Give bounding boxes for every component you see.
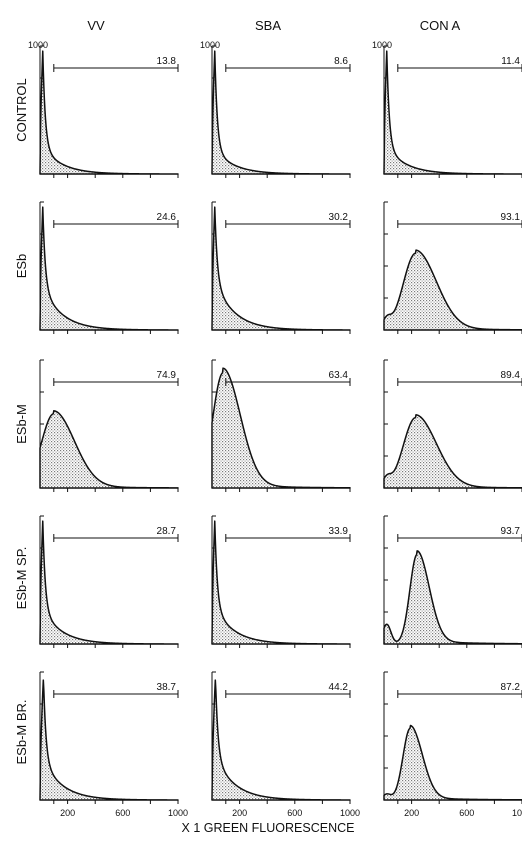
x-tick-label: 1000 [512, 808, 522, 818]
histogram-panel: 74.9 [39, 359, 179, 492]
histogram-panel: 93.7 [383, 515, 522, 648]
histogram-panel: 63.4 [211, 359, 351, 492]
histogram-curve [211, 50, 351, 175]
row-label-esb: ESb [14, 254, 29, 279]
x-tick-label: 1000 [168, 808, 188, 818]
histogram-curve [211, 206, 351, 331]
gate-percentage-label: 63.4 [329, 370, 349, 381]
gate-percentage-label: 24.6 [157, 212, 177, 223]
histogram-panel: 33.9 [211, 515, 351, 648]
histogram-curve [211, 367, 351, 489]
histogram-panel: 8.6 1000 [200, 40, 351, 178]
y-max-label: 1000 [200, 40, 220, 50]
x-tick-label: 1000 [340, 808, 360, 818]
histogram-curve [383, 249, 522, 331]
histogram-panel: 30.2 [211, 201, 351, 334]
x-tick-label: 200 [404, 808, 419, 818]
gate-percentage-label: 30.2 [329, 212, 349, 223]
histogram-panel: 28.7 [39, 515, 179, 648]
y-max-label: 1000 [28, 40, 48, 50]
gate-percentage-label: 44.2 [329, 682, 349, 693]
histogram-panel: 13.8 1000 [28, 40, 179, 178]
gate-percentage-label: 87.2 [501, 682, 521, 693]
histogram-curve [39, 206, 179, 331]
gate-percentage-label: 11.4 [501, 56, 520, 67]
gate-percentage-label: 33.9 [329, 526, 349, 537]
gate-percentage-label: 28.7 [157, 526, 177, 537]
gate-percentage-label: 8.6 [334, 56, 348, 67]
gate-percentage-label: 13.8 [157, 56, 177, 67]
row-label-esb-m-sp: ESb-M SP. [14, 547, 29, 610]
column-title-sba: SBA [255, 18, 281, 33]
panels-group: 13.8 1000 8.6 1000 11.4 1000 24.6 30.2 93.1 74.9 6… [28, 40, 522, 818]
x-tick-label: 600 [287, 808, 302, 818]
row-label-esb-m-br: ESb-M BR. [14, 699, 29, 764]
histogram-panel: 38.7 200 600 1000 [39, 671, 188, 818]
histogram-curve [211, 520, 351, 645]
column-title-cona: CON A [420, 18, 461, 33]
histogram-panel: 89.4 [383, 359, 522, 492]
x-tick-label: 600 [459, 808, 474, 818]
y-max-label: 1000 [372, 40, 392, 50]
histogram-panel: 11.4 1000 [372, 40, 522, 178]
histogram-panel: 87.2 200 600 1000 [383, 671, 522, 818]
gate-percentage-label: 93.1 [501, 212, 521, 223]
histogram-panel: 93.1 [383, 201, 522, 334]
row-label-esb-m: ESb-M [14, 404, 29, 444]
row-label-control: CONTROL [14, 78, 29, 142]
gate-percentage-label: 89.4 [501, 370, 521, 381]
x-tick-label: 200 [60, 808, 75, 818]
x-axis-title: X 1 GREEN FLUORESCENCE [182, 821, 355, 835]
column-title-vv: VV [87, 18, 105, 33]
histogram-curve [383, 550, 522, 645]
histogram-panel: 24.6 [39, 201, 179, 334]
gate-percentage-label: 74.9 [157, 370, 177, 381]
x-tick-label: 200 [232, 808, 247, 818]
x-tick-label: 600 [115, 808, 130, 818]
histogram-curve [39, 50, 179, 175]
histogram-curve [383, 414, 522, 489]
histogram-curve [39, 410, 179, 489]
histogram-curve [39, 520, 179, 645]
histogram-curve [39, 679, 179, 801]
histogram-curve [211, 679, 351, 801]
gate-percentage-label: 93.7 [501, 526, 521, 537]
histogram-curve [383, 50, 522, 175]
histogram-panel: 44.2 200 600 1000 [211, 671, 360, 818]
gate-percentage-label: 38.7 [157, 682, 177, 693]
histogram-curve [383, 724, 522, 801]
